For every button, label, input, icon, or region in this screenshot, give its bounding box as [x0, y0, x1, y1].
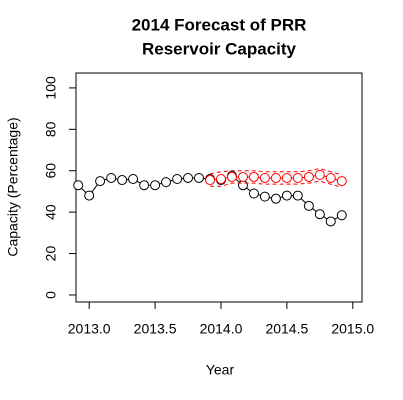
point	[303, 171, 314, 182]
point	[237, 171, 248, 182]
band-line	[209, 168, 342, 176]
point	[292, 172, 303, 183]
point	[336, 176, 347, 187]
point	[95, 176, 106, 187]
y-tick-label: 80	[43, 121, 59, 137]
x-tick-label: 2014.0	[200, 321, 243, 337]
y-tick-label: 60	[43, 163, 59, 179]
point	[117, 175, 128, 186]
point	[259, 172, 270, 183]
point	[205, 175, 216, 186]
y-tick-label: 100	[43, 76, 59, 100]
point	[292, 190, 303, 201]
point	[215, 174, 226, 185]
point	[139, 180, 150, 191]
plot-frame	[75, 72, 363, 303]
point	[270, 193, 281, 204]
x-axis-label: Year	[206, 362, 235, 378]
point	[150, 180, 161, 191]
point	[161, 177, 172, 188]
point	[270, 172, 281, 183]
point	[281, 172, 292, 183]
point	[314, 209, 325, 220]
x-tick-label: 2013.5	[134, 321, 177, 337]
point	[106, 172, 117, 183]
point	[325, 216, 336, 227]
point	[325, 172, 336, 183]
chart-title: 2014 Forecast of PRR	[132, 15, 307, 34]
point	[259, 191, 270, 202]
point	[73, 180, 84, 191]
point	[172, 174, 183, 185]
point	[183, 172, 194, 183]
point	[314, 169, 325, 180]
point	[336, 210, 347, 221]
x-tick-label: 2015.0	[331, 321, 374, 337]
point	[248, 171, 259, 182]
point	[84, 190, 95, 201]
chart-title: Reservoir Capacity	[142, 39, 297, 58]
y-tick-label: 20	[43, 246, 59, 262]
y-tick-label: 0	[43, 291, 59, 299]
point	[226, 171, 237, 182]
point	[237, 180, 248, 191]
x-tick-label: 2014.5	[265, 321, 308, 337]
point	[303, 200, 314, 211]
band-line	[210, 180, 342, 188]
y-tick-label: 40	[43, 204, 59, 220]
point	[281, 190, 292, 201]
point	[248, 188, 259, 199]
point	[128, 174, 139, 185]
y-axis-label: Capacity (Percentage)	[5, 117, 21, 256]
x-tick-label: 2013.0	[68, 321, 111, 337]
point	[193, 172, 204, 183]
